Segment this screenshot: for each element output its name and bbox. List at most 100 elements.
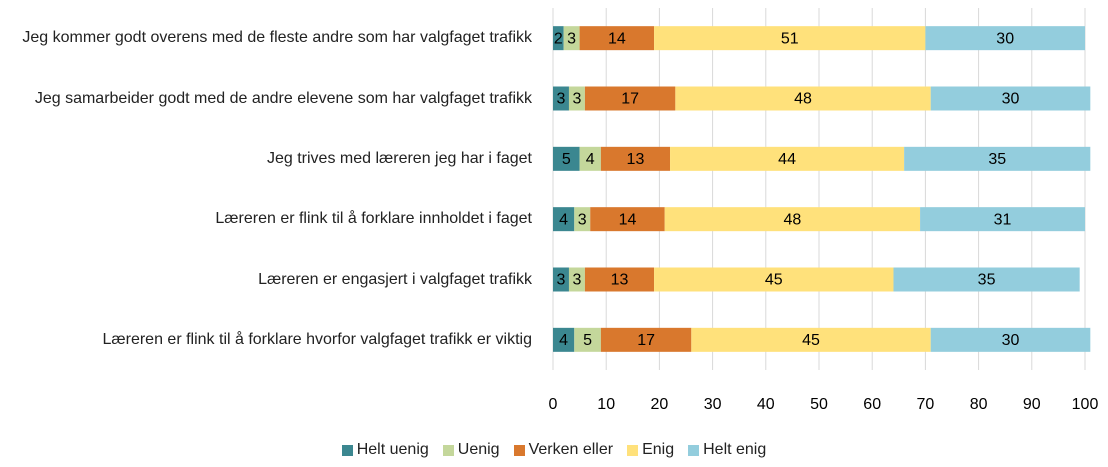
x-tick-label: 0: [549, 396, 558, 413]
x-tick-label: 10: [597, 396, 615, 413]
legend-item: Verken eller: [513, 441, 614, 459]
bar-segment: [553, 146, 580, 171]
data-label: 4: [559, 332, 568, 349]
bar-segment: [553, 207, 575, 232]
bar-segment: [584, 267, 655, 292]
legend-swatch: [341, 444, 353, 456]
data-label: 17: [621, 91, 639, 108]
legend-label: Uenig: [457, 441, 500, 458]
data-label: 35: [988, 151, 1006, 168]
legend-label: Verken eller: [528, 441, 614, 458]
bar-segment: [553, 267, 569, 292]
legend-item: Enig: [627, 441, 674, 459]
x-tick-label: 90: [1023, 396, 1041, 413]
x-tick-label: 70: [917, 396, 935, 413]
category-label: Læreren er flink til å forklare innholde…: [0, 191, 532, 247]
bar-segment: [553, 86, 569, 111]
bar-segment: [563, 26, 580, 51]
data-label: 3: [578, 211, 587, 228]
category-label-text: Læreren er engasjert i valgfaget trafikk: [258, 270, 532, 288]
data-label: 4: [559, 211, 568, 228]
x-tick-label: 100: [1072, 396, 1099, 413]
data-label: 13: [611, 272, 629, 289]
category-label: Jeg kommer godt overens med de fleste an…: [0, 10, 532, 66]
bar-segment: [925, 26, 1085, 51]
data-label: 14: [608, 30, 626, 47]
data-label: 44: [778, 151, 796, 168]
bar-segment: [579, 146, 601, 171]
bar-segment: [600, 146, 671, 171]
data-label: 5: [562, 151, 571, 168]
bar-segment: [584, 86, 676, 111]
data-label: 45: [802, 332, 820, 349]
data-label: 3: [567, 30, 576, 47]
bar-segment: [691, 327, 931, 352]
category-label-text: Læreren er flink til å forklare hvorfor …: [102, 330, 533, 348]
legend-swatch: [513, 444, 525, 456]
data-label: 14: [619, 211, 637, 228]
x-tick-label: 60: [863, 396, 881, 413]
data-label: 3: [572, 272, 581, 289]
data-label: 45: [765, 272, 783, 289]
category-label: Jeg trives med læreren jeg har i faget: [0, 131, 532, 187]
bar-segment: [590, 207, 665, 232]
bar-segment: [904, 146, 1091, 171]
category-label-text: Jeg trives med læreren jeg har i faget: [266, 149, 532, 167]
data-label: 48: [794, 91, 812, 108]
category-label-text: Læreren er flink til å forklare innholde…: [215, 210, 532, 228]
legend-item: Uenig: [442, 441, 500, 459]
legend: Helt uenig Uenig Verken eller Enig Helt enig: [0, 441, 1108, 459]
category-label-text: Jeg kommer godt overens med de fleste an…: [22, 29, 532, 47]
legend-label: Helt enig: [703, 441, 767, 458]
bar-segment: [553, 26, 564, 51]
legend-label: Helt uenig: [356, 441, 429, 458]
data-label: 5: [583, 332, 592, 349]
legend-item: Helt enig: [688, 441, 766, 459]
bar-segment: [920, 207, 1085, 232]
data-label: 30: [996, 30, 1014, 47]
data-label: 13: [627, 151, 645, 168]
category-label: Læreren er engasjert i valgfaget trafikk: [0, 252, 532, 308]
data-label: 2: [554, 30, 563, 47]
x-tick-label: 50: [810, 396, 828, 413]
x-tick-label: 40: [757, 396, 775, 413]
data-label: 17: [637, 332, 655, 349]
legend-swatch: [442, 444, 454, 456]
x-tick-label: 80: [970, 396, 988, 413]
bar-segment: [568, 86, 585, 111]
data-label: 35: [978, 272, 996, 289]
category-label: Jeg samarbeider godt med de andre eleven…: [0, 71, 532, 127]
bar-segment: [930, 86, 1091, 111]
legend-swatch: [688, 444, 700, 456]
data-label: 30: [1002, 91, 1020, 108]
data-label: 48: [784, 211, 802, 228]
data-label: 51: [781, 30, 799, 47]
x-tick-label: 20: [651, 396, 669, 413]
bar-segment: [574, 327, 601, 352]
x-tick-label: 30: [704, 396, 722, 413]
bar-segment: [670, 146, 905, 171]
bar-segment: [568, 267, 585, 292]
bar-segment: [600, 327, 692, 352]
data-label: 3: [557, 272, 566, 289]
bar-segment: [579, 26, 655, 51]
data-label: 4: [586, 151, 595, 168]
data-label: 31: [994, 211, 1012, 228]
data-label: 30: [1002, 332, 1020, 349]
category-label-text: Jeg samarbeider godt med de andre eleven…: [34, 89, 532, 107]
bar-segment: [654, 267, 894, 292]
legend-item: Helt uenig: [341, 441, 429, 459]
data-label: 3: [572, 91, 581, 108]
category-label: Læreren er flink til å forklare hvorfor …: [0, 312, 533, 368]
legend-label: Enig: [642, 441, 675, 458]
bar-segment: [930, 327, 1091, 352]
bar-segment: [664, 207, 921, 232]
bar-segment: [574, 207, 591, 232]
bar-segment: [654, 26, 926, 51]
bar-segment: [553, 327, 575, 352]
legend-swatch: [627, 444, 639, 456]
bar-segment: [893, 267, 1080, 292]
bar-segment: [675, 86, 931, 111]
